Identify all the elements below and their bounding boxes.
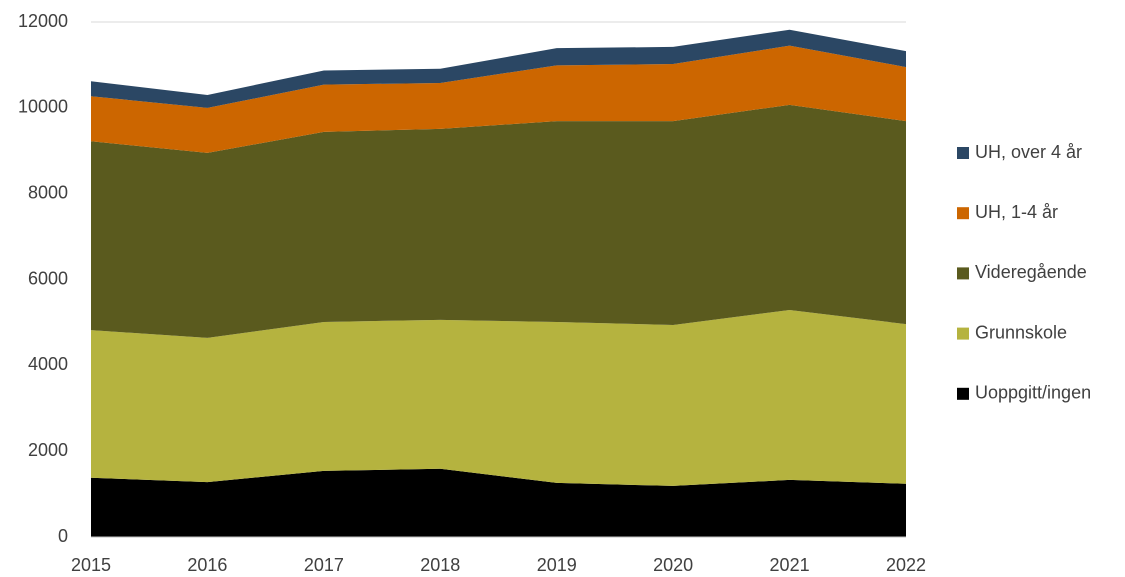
x-tick-label: 2019: [537, 555, 577, 575]
legend-swatch: [957, 207, 969, 220]
y-tick-label: 12000: [18, 11, 68, 31]
y-tick-label: 10000: [18, 97, 68, 117]
y-tick-label: 4000: [28, 354, 68, 374]
area: [91, 29, 906, 108]
legend-label: UH, over 4 år: [975, 142, 1082, 162]
area: [91, 104, 906, 338]
legend-swatch: [957, 147, 969, 159]
legend-swatch: [957, 387, 969, 400]
x-tick-label: 2015: [71, 555, 111, 575]
y-tick-label: 2000: [28, 440, 68, 460]
area: [91, 309, 906, 486]
legend-swatch: [957, 327, 969, 340]
legend-label: Videregående: [975, 262, 1087, 282]
x-tick-label: 2017: [304, 555, 344, 575]
y-tick-label: 0: [58, 526, 68, 546]
area: [91, 45, 906, 153]
legend-label: UH, 1-4 år: [975, 202, 1058, 222]
x-tick-label: 2018: [420, 555, 460, 575]
area: [91, 468, 906, 537]
x-tick-label: 2022: [886, 555, 926, 575]
legend-label: Grunnskole: [975, 322, 1067, 342]
legend-label: Uoppgitt/ingen: [975, 383, 1091, 403]
y-tick-label: 8000: [28, 182, 68, 202]
x-tick-label: 2016: [187, 555, 227, 575]
x-tick-label: 2021: [770, 555, 810, 575]
legend-swatch: [957, 267, 969, 280]
x-tick-label: 2020: [653, 555, 693, 575]
y-tick-label: 6000: [28, 268, 68, 288]
